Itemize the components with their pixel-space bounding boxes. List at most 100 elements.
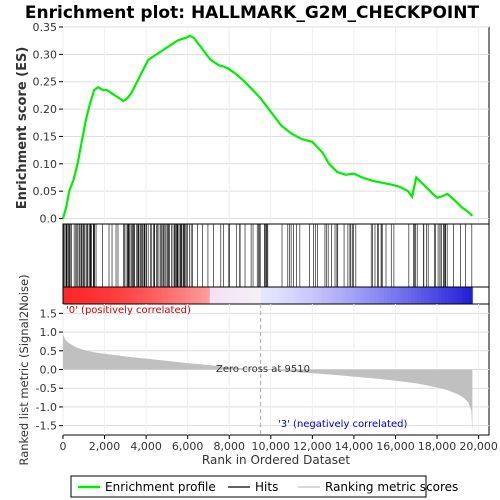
heat-cell bbox=[131, 287, 136, 304]
zero-cross-label: Zero cross at 9510 bbox=[216, 364, 310, 375]
heat-cell bbox=[73, 287, 78, 304]
heat-cell bbox=[254, 287, 258, 304]
heat-cell bbox=[127, 287, 132, 304]
heat-cell bbox=[219, 287, 224, 304]
heat-cell bbox=[230, 287, 234, 304]
heat-cell bbox=[400, 287, 405, 304]
heat-cell bbox=[120, 287, 125, 304]
heat-cell bbox=[257, 287, 262, 304]
heat-cell bbox=[209, 287, 214, 304]
heat-cell bbox=[178, 287, 183, 304]
heat-cell bbox=[110, 287, 115, 304]
heat-cell bbox=[138, 287, 142, 304]
heat-cell bbox=[103, 287, 108, 304]
x-axis-label: Rank in Ordered Dataset bbox=[202, 453, 350, 467]
heat-cell bbox=[192, 287, 197, 304]
heat-cell bbox=[366, 287, 371, 304]
heat-cell bbox=[404, 287, 408, 304]
hit-marks bbox=[63, 224, 473, 287]
heat-cell bbox=[315, 287, 320, 304]
heat-cell bbox=[298, 287, 303, 304]
heat-cell bbox=[114, 287, 118, 304]
heat-cell bbox=[417, 287, 422, 304]
es-tick-label: 0.0 bbox=[40, 213, 58, 226]
heat-cell bbox=[431, 287, 436, 304]
x-tick-label: 10,000 bbox=[252, 440, 291, 453]
heat-cell bbox=[202, 287, 207, 304]
heat-cell bbox=[155, 287, 159, 304]
heat-cell bbox=[69, 287, 74, 304]
x-tick-label: 16,000 bbox=[376, 440, 415, 453]
heat-cell bbox=[407, 287, 412, 304]
heat-cell bbox=[274, 287, 279, 304]
heat-cell bbox=[161, 287, 166, 304]
metric-y-axis-label: Ranked list metric (Signal2Noise) bbox=[17, 274, 31, 465]
metric-y-ticks: 1.5 1.0 0.5 0.0 -0.5 -1.0 -1.5 bbox=[36, 307, 63, 433]
x-tick-label: 12,000 bbox=[293, 440, 332, 453]
heat-cell bbox=[93, 287, 98, 304]
heat-cell bbox=[356, 287, 361, 304]
heat-cell bbox=[144, 287, 149, 304]
heat-cell bbox=[240, 287, 245, 304]
heat-cell bbox=[305, 287, 310, 304]
heat-cell bbox=[271, 287, 275, 304]
heat-cell bbox=[158, 287, 163, 304]
heat-cell bbox=[397, 287, 402, 304]
negative-correlated-label: '3' (negatively correlated) bbox=[278, 419, 407, 430]
hits-panel-frame bbox=[62, 223, 490, 288]
heat-cell bbox=[301, 287, 306, 304]
heat-cell bbox=[308, 287, 313, 304]
es-tick-label: 0.15 bbox=[33, 130, 58, 143]
heat-cell bbox=[233, 287, 238, 304]
es-curve bbox=[61, 34, 474, 219]
heat-cell bbox=[339, 287, 344, 304]
heat-cell bbox=[448, 287, 453, 304]
heat-cell bbox=[182, 287, 187, 304]
heat-cell bbox=[455, 287, 460, 304]
heat-cell bbox=[175, 287, 180, 304]
heat-cell bbox=[373, 287, 378, 304]
heat-cell bbox=[393, 287, 398, 304]
es-tick-label: 0.35 bbox=[33, 21, 58, 34]
rank-heat-bar bbox=[62, 286, 490, 305]
x-tick-label: 14,000 bbox=[335, 440, 374, 453]
heat-cell bbox=[325, 287, 330, 304]
hits-panel bbox=[62, 223, 490, 288]
x-tick-label: 2,000 bbox=[89, 440, 121, 453]
heat-cell bbox=[387, 287, 391, 304]
metric-tick-label: 1.0 bbox=[40, 326, 58, 339]
heat-cell bbox=[168, 287, 173, 304]
metric-tick-label: 1.5 bbox=[40, 307, 58, 320]
heat-cell bbox=[216, 287, 221, 304]
heat-cell bbox=[410, 287, 415, 304]
heat-cell bbox=[329, 287, 333, 304]
x-tick-label: 18,000 bbox=[418, 440, 457, 453]
es-grid bbox=[62, 26, 489, 224]
heat-cell bbox=[76, 287, 81, 304]
heat-cell bbox=[172, 287, 176, 304]
heat-cell bbox=[206, 287, 211, 304]
heat-cell bbox=[458, 287, 463, 304]
heat-cell bbox=[352, 287, 357, 304]
metric-panel: 1.5 1.0 0.5 0.0 -0.5 -1.0 -1.5 '0' (positively… bbox=[17, 274, 490, 466]
heat-cell bbox=[196, 287, 200, 304]
heat-cell bbox=[284, 287, 289, 304]
es-panel-frame bbox=[62, 26, 490, 225]
legend-label: Ranking metric scores bbox=[325, 480, 458, 494]
legend-label: Hits bbox=[255, 480, 278, 494]
heat-cell bbox=[264, 287, 269, 304]
heat-cell bbox=[148, 287, 153, 304]
heat-cell bbox=[318, 287, 323, 304]
heat-cell bbox=[390, 287, 395, 304]
es-tick-label: 0.20 bbox=[33, 103, 58, 116]
es-tick-label: 0.25 bbox=[33, 76, 58, 89]
heat-cell bbox=[63, 287, 67, 304]
heat-cell bbox=[213, 287, 217, 304]
heat-cell bbox=[185, 287, 190, 304]
es-tick-label: 0.05 bbox=[33, 185, 58, 198]
heat-cell bbox=[117, 287, 122, 304]
heat-cell bbox=[243, 287, 248, 304]
heat-cell bbox=[226, 287, 231, 304]
heat-cell bbox=[141, 287, 146, 304]
